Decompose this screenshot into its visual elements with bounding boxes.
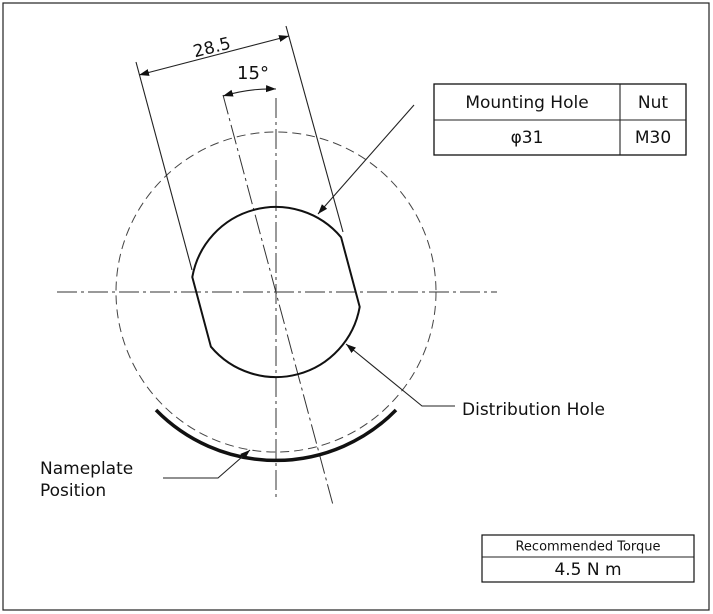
angle-dimension (222, 85, 277, 97)
table-cell: M30 (635, 128, 671, 148)
nameplate-label: Position (40, 481, 106, 501)
torque-box: Recommended Torque 4.5 N m (481, 534, 695, 583)
hole-table: Mounting Hole Nut φ31 M30 (433, 83, 687, 156)
leader (163, 449, 251, 479)
extension-line (135, 61, 193, 271)
pitch-circle (115, 131, 437, 453)
nameplate-label: Nameplate (40, 459, 133, 479)
dimension-width: 28.5 (191, 34, 233, 63)
leader (345, 343, 455, 407)
dimension-angle: 15° (237, 63, 269, 84)
leader (317, 104, 415, 215)
dimension-line (138, 35, 290, 76)
torque-title: Recommended Torque (515, 540, 660, 555)
center-line-tilted (222, 94, 334, 506)
extension-line (285, 25, 344, 233)
mounting-hole (191, 205, 361, 379)
distribution-hole-label: Distribution Hole (462, 400, 605, 420)
nameplate-arc (154, 408, 398, 463)
table-header: Mounting Hole (465, 93, 588, 113)
torque-border (481, 534, 695, 583)
table-header: Nut (638, 93, 668, 113)
torque-value: 4.5 N m (554, 560, 621, 580)
table-cell: φ31 (511, 128, 544, 148)
